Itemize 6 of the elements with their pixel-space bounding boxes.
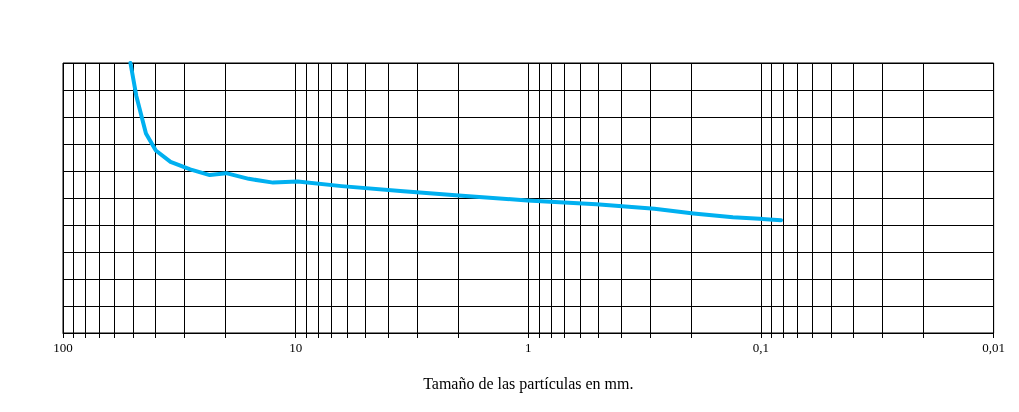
- x-tick-label: 0,01: [982, 340, 1005, 355]
- x-tick-label: 0,1: [752, 340, 770, 355]
- x-axis-title: Tamaño de las partículas en mm.: [423, 374, 634, 393]
- x-tick-label: 1: [525, 340, 532, 355]
- x-tick-label: 10: [289, 340, 303, 355]
- x-tick-label: 100: [53, 340, 73, 355]
